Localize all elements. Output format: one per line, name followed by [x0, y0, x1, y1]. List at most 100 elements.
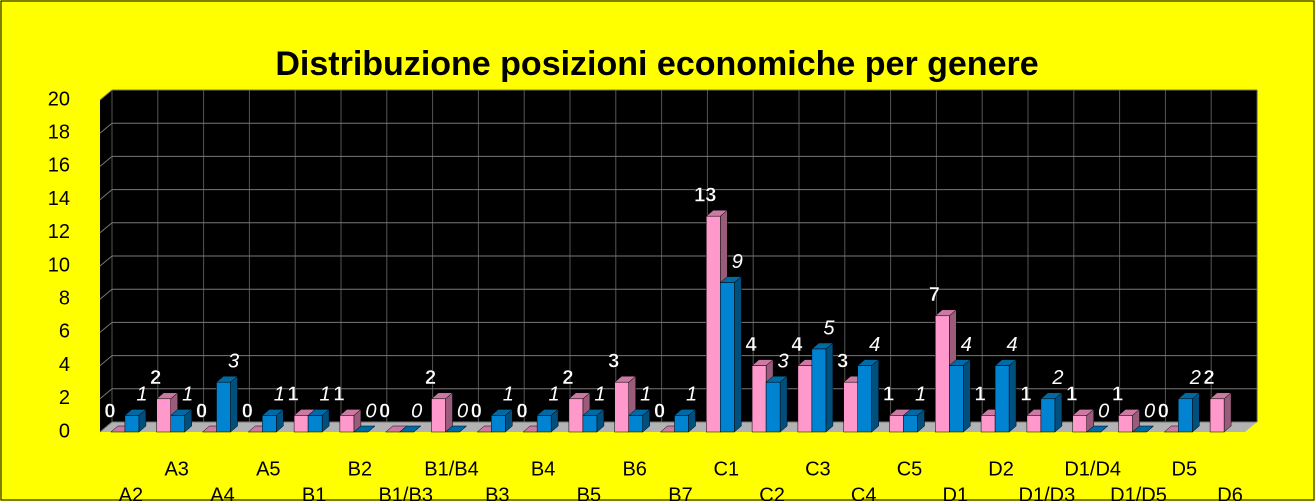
bar	[949, 365, 964, 433]
bar-top	[1086, 425, 1109, 433]
value-label: 1	[686, 384, 697, 406]
x-tick-label: C1	[714, 458, 740, 480]
bar	[431, 398, 446, 433]
bar	[935, 315, 950, 433]
bar	[751, 365, 767, 433]
x-tick-label: A4	[210, 484, 234, 501]
x-tick-label: C2	[759, 484, 785, 501]
bar	[994, 365, 1010, 433]
value-label: 3	[837, 350, 848, 372]
value-label: 2	[1204, 367, 1215, 389]
y-tick-label: 8	[59, 287, 70, 309]
bar	[811, 348, 827, 433]
value-label: 0	[242, 400, 253, 422]
x-tick-label: D6	[1217, 484, 1243, 501]
bar	[843, 381, 858, 433]
value-label: 3	[778, 350, 789, 372]
x-tick-label: D2	[988, 458, 1014, 480]
y-tick-label: 14	[48, 188, 70, 210]
x-tick-label: A2	[119, 484, 143, 501]
x-tick-label: A3	[164, 458, 188, 480]
bar	[1026, 415, 1042, 433]
x-tick-label: D1/D5	[1110, 484, 1167, 501]
bar-top	[444, 425, 468, 433]
grid-line	[99, 288, 113, 300]
bar-top	[1131, 425, 1155, 433]
bar	[1209, 398, 1225, 433]
x-tick-label: B7	[668, 484, 692, 501]
x-tick-label: B3	[485, 484, 509, 501]
bar	[628, 415, 643, 433]
value-label: 1	[915, 384, 926, 406]
y-tick-label: 4	[59, 354, 70, 376]
bar	[582, 415, 598, 433]
grid-line	[99, 89, 113, 101]
bar-side	[230, 375, 238, 433]
grid-line	[99, 355, 113, 366]
value-label: 0	[1098, 400, 1109, 422]
grid-line	[99, 189, 113, 200]
bar	[1072, 415, 1087, 433]
bar-side	[734, 276, 742, 433]
value-label: 1	[1066, 384, 1077, 406]
value-label: 1	[288, 384, 299, 406]
grid-line	[99, 388, 113, 400]
bar	[614, 381, 629, 433]
grid-line	[99, 322, 113, 333]
y-tick-label: 12	[48, 221, 70, 243]
value-label: 2	[562, 367, 573, 389]
value-label: 2	[425, 367, 436, 389]
x-tick-label: D1/D4	[1064, 458, 1121, 480]
grid-line	[99, 122, 113, 134]
bar	[797, 365, 813, 433]
value-label: 0	[379, 400, 390, 422]
value-label: 1	[182, 384, 193, 406]
bar-side	[871, 359, 879, 433]
x-tick-label: D1	[943, 484, 969, 501]
bar-top	[353, 425, 376, 433]
value-label: 9	[732, 251, 743, 273]
grid-line	[99, 255, 113, 267]
bar	[491, 415, 506, 433]
bar	[980, 415, 996, 433]
value-label: 0	[1158, 400, 1169, 422]
value-label: 1	[549, 384, 560, 406]
y-tick-label: 2	[59, 387, 70, 409]
bar	[889, 415, 904, 433]
x-tick-label: D5	[1172, 458, 1198, 480]
bar	[262, 415, 277, 433]
y-tick-label: 20	[48, 88, 70, 110]
bar	[293, 415, 309, 433]
value-label: 0	[517, 400, 528, 422]
y-tick-label: 6	[59, 321, 70, 343]
value-label: 1	[594, 384, 605, 406]
bar-side	[825, 342, 834, 433]
value-label: 1	[1112, 384, 1123, 406]
x-tick-label: A5	[256, 458, 280, 480]
bar	[706, 215, 721, 433]
value-label: 4	[746, 334, 758, 356]
value-label: 1	[640, 384, 651, 406]
x-tick-label: B6	[622, 458, 646, 480]
value-label: 2	[1051, 367, 1063, 389]
x-tick-label: C3	[805, 458, 831, 480]
bar	[156, 398, 171, 433]
y-tick-label: 18	[48, 121, 70, 143]
value-label: 1	[1020, 384, 1031, 406]
x-tick-label: B4	[531, 458, 555, 480]
bar	[903, 415, 918, 433]
bar	[1040, 398, 1056, 433]
x-tick-label: D1/D3	[1019, 484, 1076, 501]
value-label: 0	[365, 400, 376, 422]
value-label: 1	[320, 384, 331, 406]
value-label: 0	[1144, 400, 1155, 422]
value-label: 1	[136, 384, 147, 406]
x-tick-label: B1	[302, 484, 326, 501]
value-label: 7	[929, 284, 940, 306]
x-tick-label: B2	[348, 458, 372, 480]
bar-side	[1223, 392, 1232, 433]
bar-top	[399, 425, 422, 433]
value-label: 0	[411, 400, 422, 422]
bar-side	[445, 392, 453, 433]
